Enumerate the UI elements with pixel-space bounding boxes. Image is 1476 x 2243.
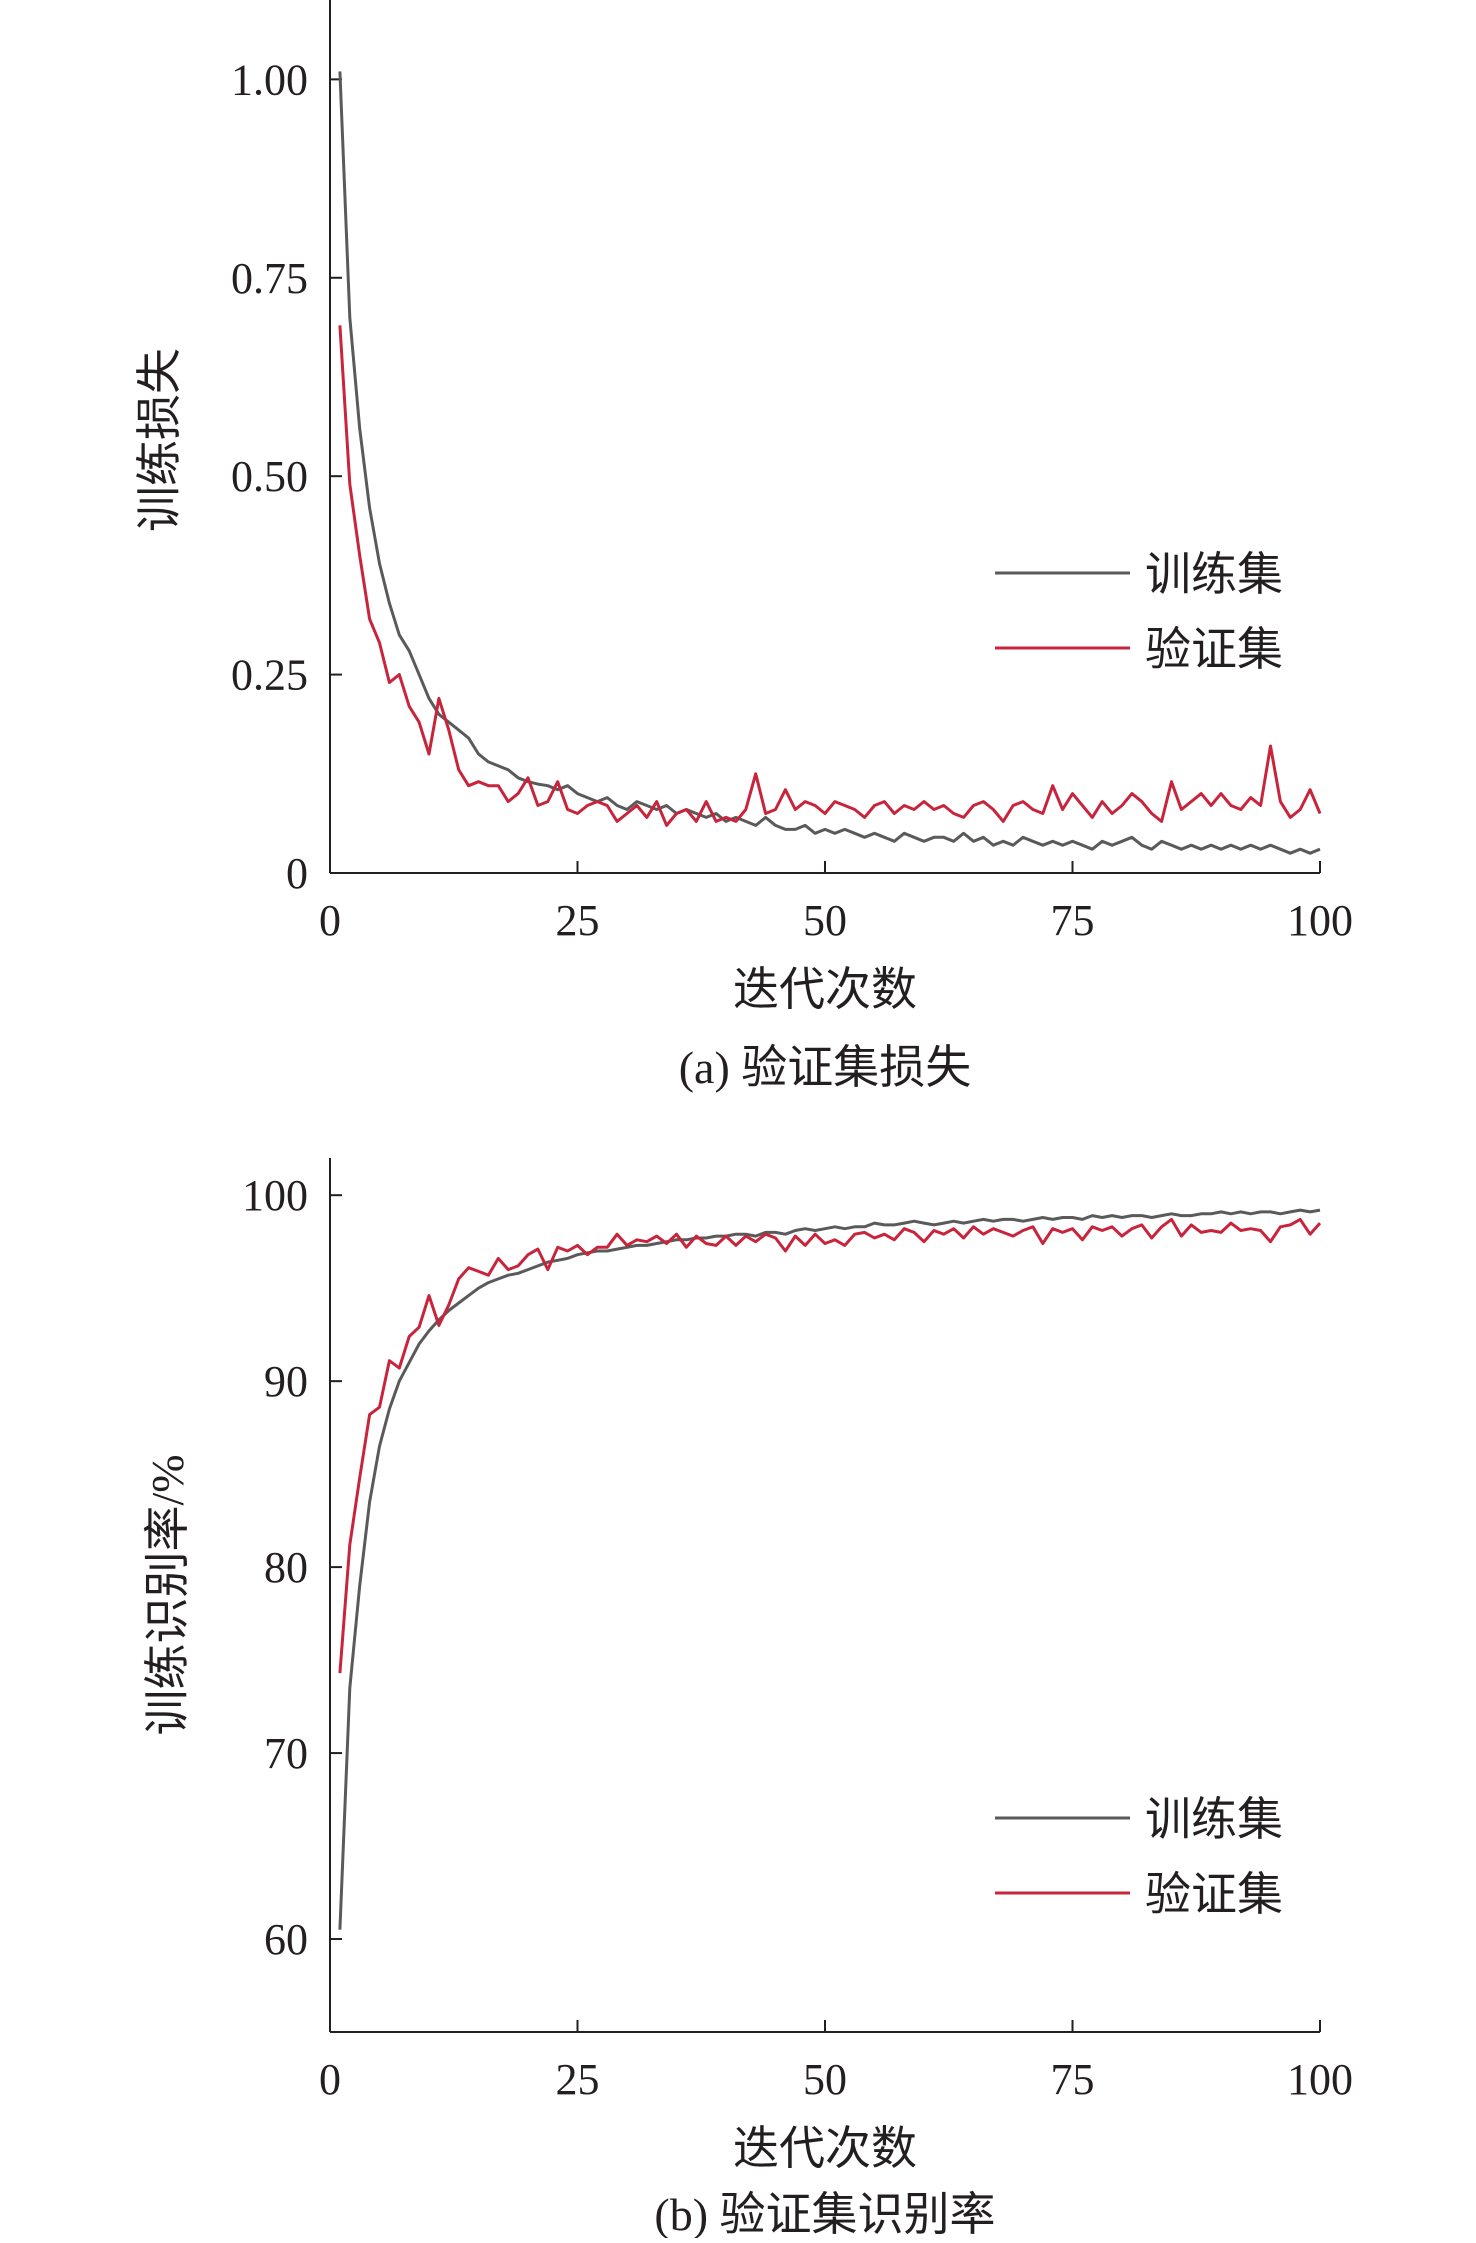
y-tick-label: 0.25 bbox=[231, 651, 308, 700]
y-tick-label: 80 bbox=[264, 1543, 308, 1592]
legend: 训练集 验证集 bbox=[995, 1794, 1283, 1920]
series-line-train bbox=[338, 71, 1321, 855]
chart-caption: (b) 验证集识别率 bbox=[654, 2189, 995, 2238]
series-lines bbox=[338, 71, 1322, 855]
x-tick-label: 50 bbox=[803, 2055, 847, 2104]
x-tick-label: 25 bbox=[556, 896, 600, 945]
x-tick-label: 0 bbox=[319, 896, 341, 945]
x-axis-label: 迭代次数 bbox=[733, 964, 917, 1015]
x-tick-label: 50 bbox=[803, 896, 847, 945]
x-tick-label: 75 bbox=[1051, 2055, 1095, 2104]
y-tick-label: 60 bbox=[264, 1915, 308, 1964]
y-tick-label: 0.75 bbox=[231, 254, 308, 303]
series-lines bbox=[338, 1208, 1322, 1930]
x-tick-label: 75 bbox=[1051, 896, 1095, 945]
legend-label-val: 验证集 bbox=[1145, 624, 1283, 675]
y-ticks: 0 0.25 0.50 0.75 1.00 bbox=[231, 55, 342, 898]
y-tick-label: 0.50 bbox=[231, 452, 308, 501]
y-tick-label: 1.00 bbox=[231, 55, 308, 104]
chart-panel-b: 60 70 80 90 100 0 25 50 75 100 训练识别率/% 迭代次数 (b) … bbox=[142, 1158, 1353, 2240]
legend: 训练集 验证集 bbox=[995, 549, 1283, 675]
x-ticks: 0 25 50 75 100 bbox=[319, 861, 1353, 945]
chart-panel-a: 0 0.25 0.50 0.75 1.00 0 25 50 75 100 训练损失 迭代次数 (… bbox=[134, 0, 1353, 1093]
x-ticks: 0 25 50 75 100 bbox=[319, 2020, 1353, 2104]
series-line-val bbox=[338, 325, 1322, 827]
y-tick-label: 100 bbox=[242, 1171, 308, 1220]
y-tick-label: 0 bbox=[286, 849, 308, 898]
chart-caption: (a) 验证集损失 bbox=[679, 1042, 972, 1093]
x-tick-label: 25 bbox=[556, 2055, 600, 2104]
legend-label-val: 验证集 bbox=[1145, 1869, 1283, 1920]
legend-label-train: 训练集 bbox=[1145, 1794, 1283, 1845]
series-line-val bbox=[338, 1217, 1322, 1674]
y-axis-label: 训练识别率/% bbox=[142, 1454, 193, 1735]
y-tick-label: 70 bbox=[264, 1729, 308, 1778]
x-tick-label: 0 bbox=[319, 2055, 341, 2104]
x-tick-label: 100 bbox=[1287, 896, 1353, 945]
y-tick-label: 90 bbox=[264, 1357, 308, 1406]
legend-label-train: 训练集 bbox=[1145, 549, 1283, 600]
y-axis-label: 训练损失 bbox=[134, 348, 185, 532]
x-tick-label: 100 bbox=[1287, 2055, 1353, 2104]
series-line-train bbox=[338, 1208, 1321, 1930]
y-ticks: 60 70 80 90 100 bbox=[242, 1171, 342, 1964]
x-axis-label: 迭代次数 bbox=[733, 2123, 917, 2174]
